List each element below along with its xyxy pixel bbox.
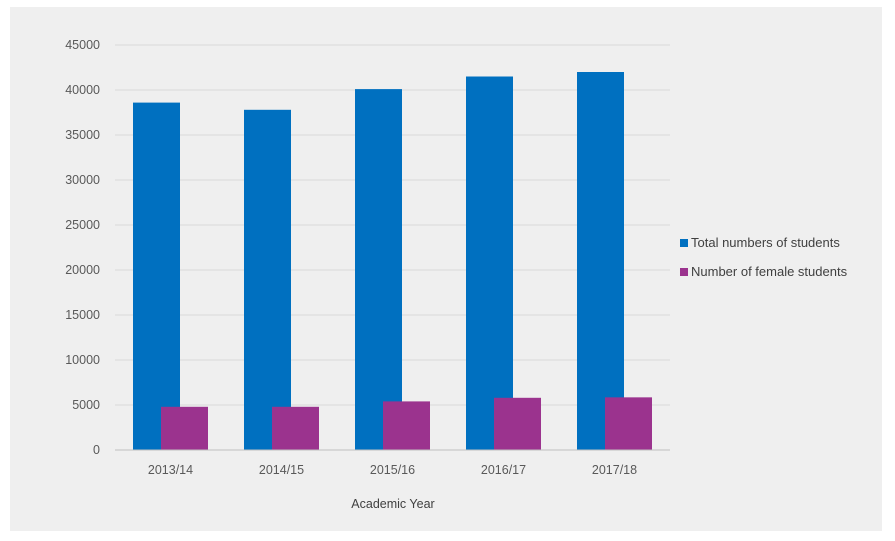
y-tick-label: 25000 <box>65 218 100 232</box>
y-tick-label: 45000 <box>65 38 100 52</box>
x-axis-title: Academic Year <box>351 497 434 511</box>
bar-total-2016-17 <box>466 76 513 450</box>
bar-female-2014-15 <box>272 406 319 450</box>
y-tick-label: 35000 <box>65 128 100 142</box>
y-tick-label: 30000 <box>65 173 100 187</box>
y-tick-label: 20000 <box>65 263 100 277</box>
y-tick-label: 10000 <box>65 353 100 367</box>
x-tick-label: 2013/14 <box>148 463 193 477</box>
x-tick-label: 2017/18 <box>592 463 637 477</box>
y-tick-label: 40000 <box>65 83 100 97</box>
bars <box>133 72 652 451</box>
bar-female-2017-18 <box>605 397 652 450</box>
bar-total-2015-16 <box>355 89 402 450</box>
x-tick-label: 2014/15 <box>259 463 304 477</box>
x-tick-label: 2016/17 <box>481 463 526 477</box>
bar-female-2015-16 <box>383 401 430 450</box>
legend-label: Total numbers of students <box>691 235 840 250</box>
legend-swatch <box>680 239 688 247</box>
bar-female-2013-14 <box>161 406 208 450</box>
legend: Total numbers of students Number of femal… <box>680 235 848 279</box>
y-tick-label: 5000 <box>72 398 100 412</box>
y-tick-label: 15000 <box>65 308 100 322</box>
bar-total-2014-15 <box>244 109 291 451</box>
bar-total-2017-18 <box>577 72 624 450</box>
bar-total-2013-14 <box>133 102 180 450</box>
legend-label: Number of female students <box>691 264 848 279</box>
y-axis-ticks: 0 5000 10000 15000 20000 25000 30000 35000 40000… <box>65 38 100 457</box>
x-axis-ticks: 2013/14 2014/15 2015/16 2016/17 2017/18 <box>148 463 637 477</box>
legend-swatch <box>680 268 688 276</box>
bar-female-2016-17 <box>494 397 541 450</box>
x-tick-label: 2015/16 <box>370 463 415 477</box>
y-tick-label: 0 <box>93 443 100 457</box>
